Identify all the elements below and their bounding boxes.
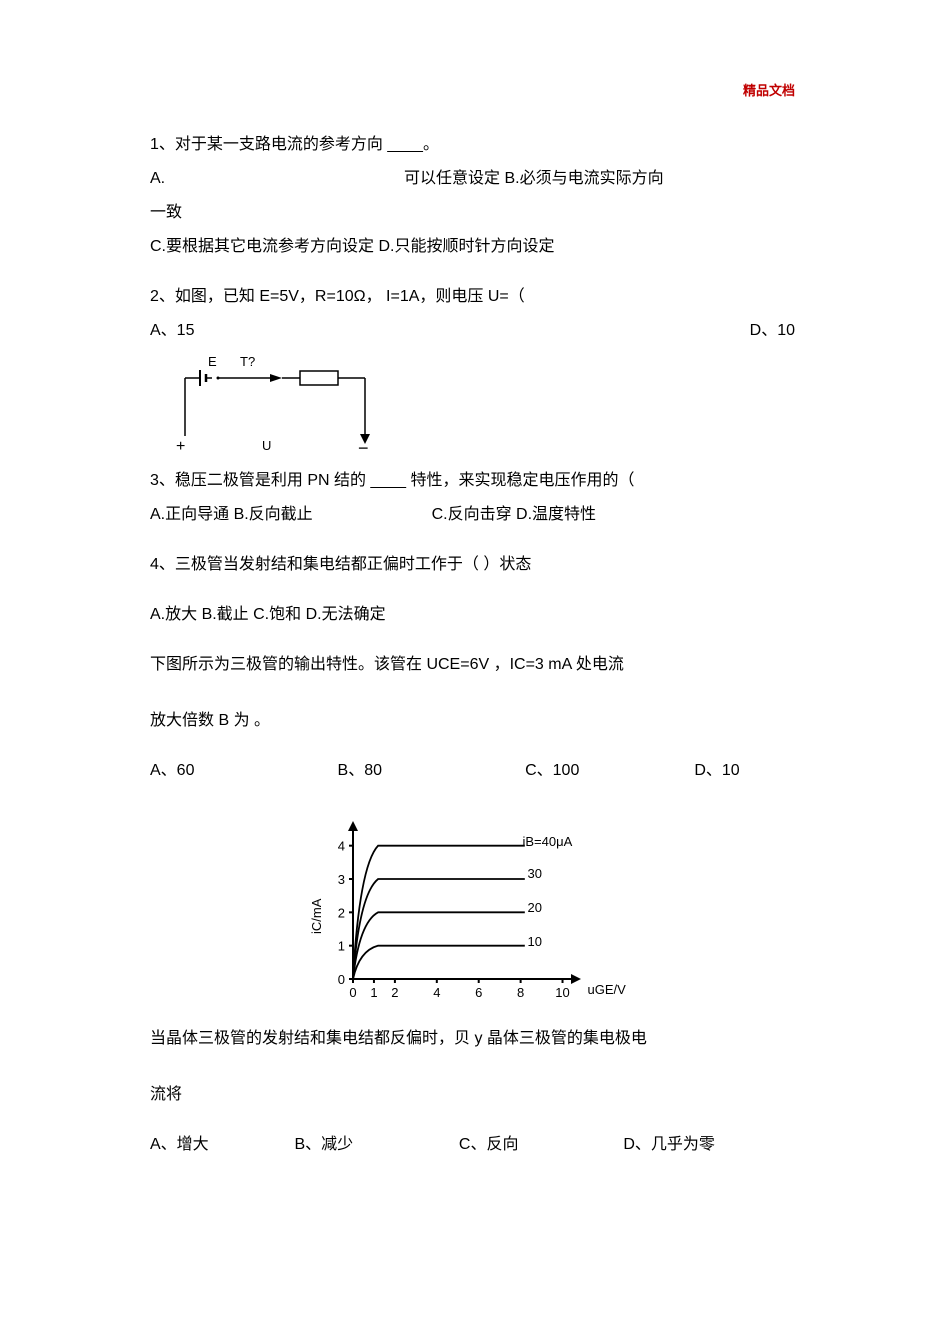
q1-opt-a-prefix: A. bbox=[150, 170, 165, 187]
svg-text:2: 2 bbox=[391, 985, 398, 1000]
q5-opt-c: C、100 bbox=[525, 756, 694, 786]
chart-xlabel: uGE/V bbox=[588, 982, 626, 997]
header-mark: 精品文档 bbox=[743, 80, 795, 99]
chart-title-iB: iB=40μA bbox=[523, 834, 573, 849]
q1-opt-ab: 可以任意设定 B.必须与电流实际方向 bbox=[404, 170, 664, 187]
q6-opts: A、增大 B、减少 C、反向 D、几乎为零 bbox=[150, 1130, 795, 1160]
svg-text:8: 8 bbox=[517, 985, 524, 1000]
chart-curve-20: 20 bbox=[528, 900, 542, 915]
q2-opts: A、15 D、10 bbox=[150, 316, 795, 346]
chart-curve-10: 10 bbox=[528, 934, 542, 949]
q2-stem: 2、如图，已知 E=5V，R=10Ω， I=1A，则电压 U=（ bbox=[150, 282, 795, 312]
circuit-diagram: E T? + U − bbox=[170, 356, 390, 456]
q1-line2: A. 可以任意设定 B.必须与电流实际方向 bbox=[150, 164, 795, 194]
svg-text:0: 0 bbox=[337, 972, 344, 987]
svg-text:1: 1 bbox=[337, 939, 344, 954]
svg-text:0: 0 bbox=[349, 985, 356, 1000]
circuit-E-label: E bbox=[208, 354, 217, 369]
chart-ylabel: iC/mA bbox=[309, 899, 324, 934]
q3-opts-left: A.正向导通 B.反向截止 bbox=[150, 506, 313, 523]
q6-opt-b: B、减少 bbox=[294, 1130, 454, 1160]
q6-opt-a: A、增大 bbox=[150, 1130, 290, 1160]
circuit-minus: − bbox=[358, 438, 369, 459]
q6-line1: 当晶体三极管的发射结和集电结都反偏时，贝 y 晶体三极管的集电极电 bbox=[150, 1024, 795, 1054]
q1-line3: 一致 bbox=[150, 198, 795, 228]
circuit-T-label: T? bbox=[240, 354, 255, 369]
q5-opts: A、60 B、80 C、100 D、10 bbox=[150, 756, 795, 786]
q3-stem: 3、稳压二极管是利用 PN 结的 ____ 特性，来实现稳定电压作用的（ bbox=[150, 466, 795, 496]
svg-text:1: 1 bbox=[370, 985, 377, 1000]
q3-opts-right: C.反向击穿 D.温度特性 bbox=[432, 506, 596, 523]
q5-line1: 下图所示为三极管的输出特性。该管在 UCE=6V ，IC=3 mA 处电流 bbox=[150, 650, 795, 680]
q5-line2: 放大倍数 B 为 。 bbox=[150, 706, 795, 736]
svg-text:3: 3 bbox=[337, 872, 344, 887]
q4-opts: A.放大 B.截止 C.饱和 D.无法确定 bbox=[150, 600, 795, 630]
q1-stem: 1、对于某一支路电流的参考方向 ____。 bbox=[150, 130, 795, 160]
q4-stem: 4、三极管当发射结和集电结都正偏时工作于（ ）状态 bbox=[150, 550, 795, 580]
q5-opt-b: B、80 bbox=[338, 756, 526, 786]
document-body: 1、对于某一支路电流的参考方向 ____。 A. 可以任意设定 B.必须与电流实… bbox=[150, 130, 795, 1160]
q6-opt-d: D、几乎为零 bbox=[623, 1130, 715, 1160]
svg-text:6: 6 bbox=[475, 985, 482, 1000]
svg-text:4: 4 bbox=[337, 839, 344, 854]
chart-curve-30: 30 bbox=[528, 866, 542, 881]
q3-opts: A.正向导通 B.反向截止 C.反向击穿 D.温度特性 bbox=[150, 500, 795, 530]
circuit-plus: + bbox=[176, 438, 185, 456]
q5-opt-a: A、60 bbox=[150, 756, 338, 786]
q1-line4: C.要根据其它电流参考方向设定 D.只能按顺时针方向设定 bbox=[150, 232, 795, 262]
q2-opt-d: D、10 bbox=[750, 316, 795, 346]
q6-opt-c: C、反向 bbox=[459, 1130, 619, 1160]
svg-text:10: 10 bbox=[555, 985, 569, 1000]
q2-opt-a: A、15 bbox=[150, 316, 194, 346]
circuit-U-label: U bbox=[262, 438, 271, 453]
q6-line2: 流将 bbox=[150, 1080, 795, 1110]
svg-text:4: 4 bbox=[433, 985, 440, 1000]
svg-text:2: 2 bbox=[337, 905, 344, 920]
q5-opt-d: D、10 bbox=[694, 756, 795, 786]
transistor-chart: 0123401246810 iC/mA uGE/V iB=40μA 30 20 … bbox=[303, 804, 643, 1004]
